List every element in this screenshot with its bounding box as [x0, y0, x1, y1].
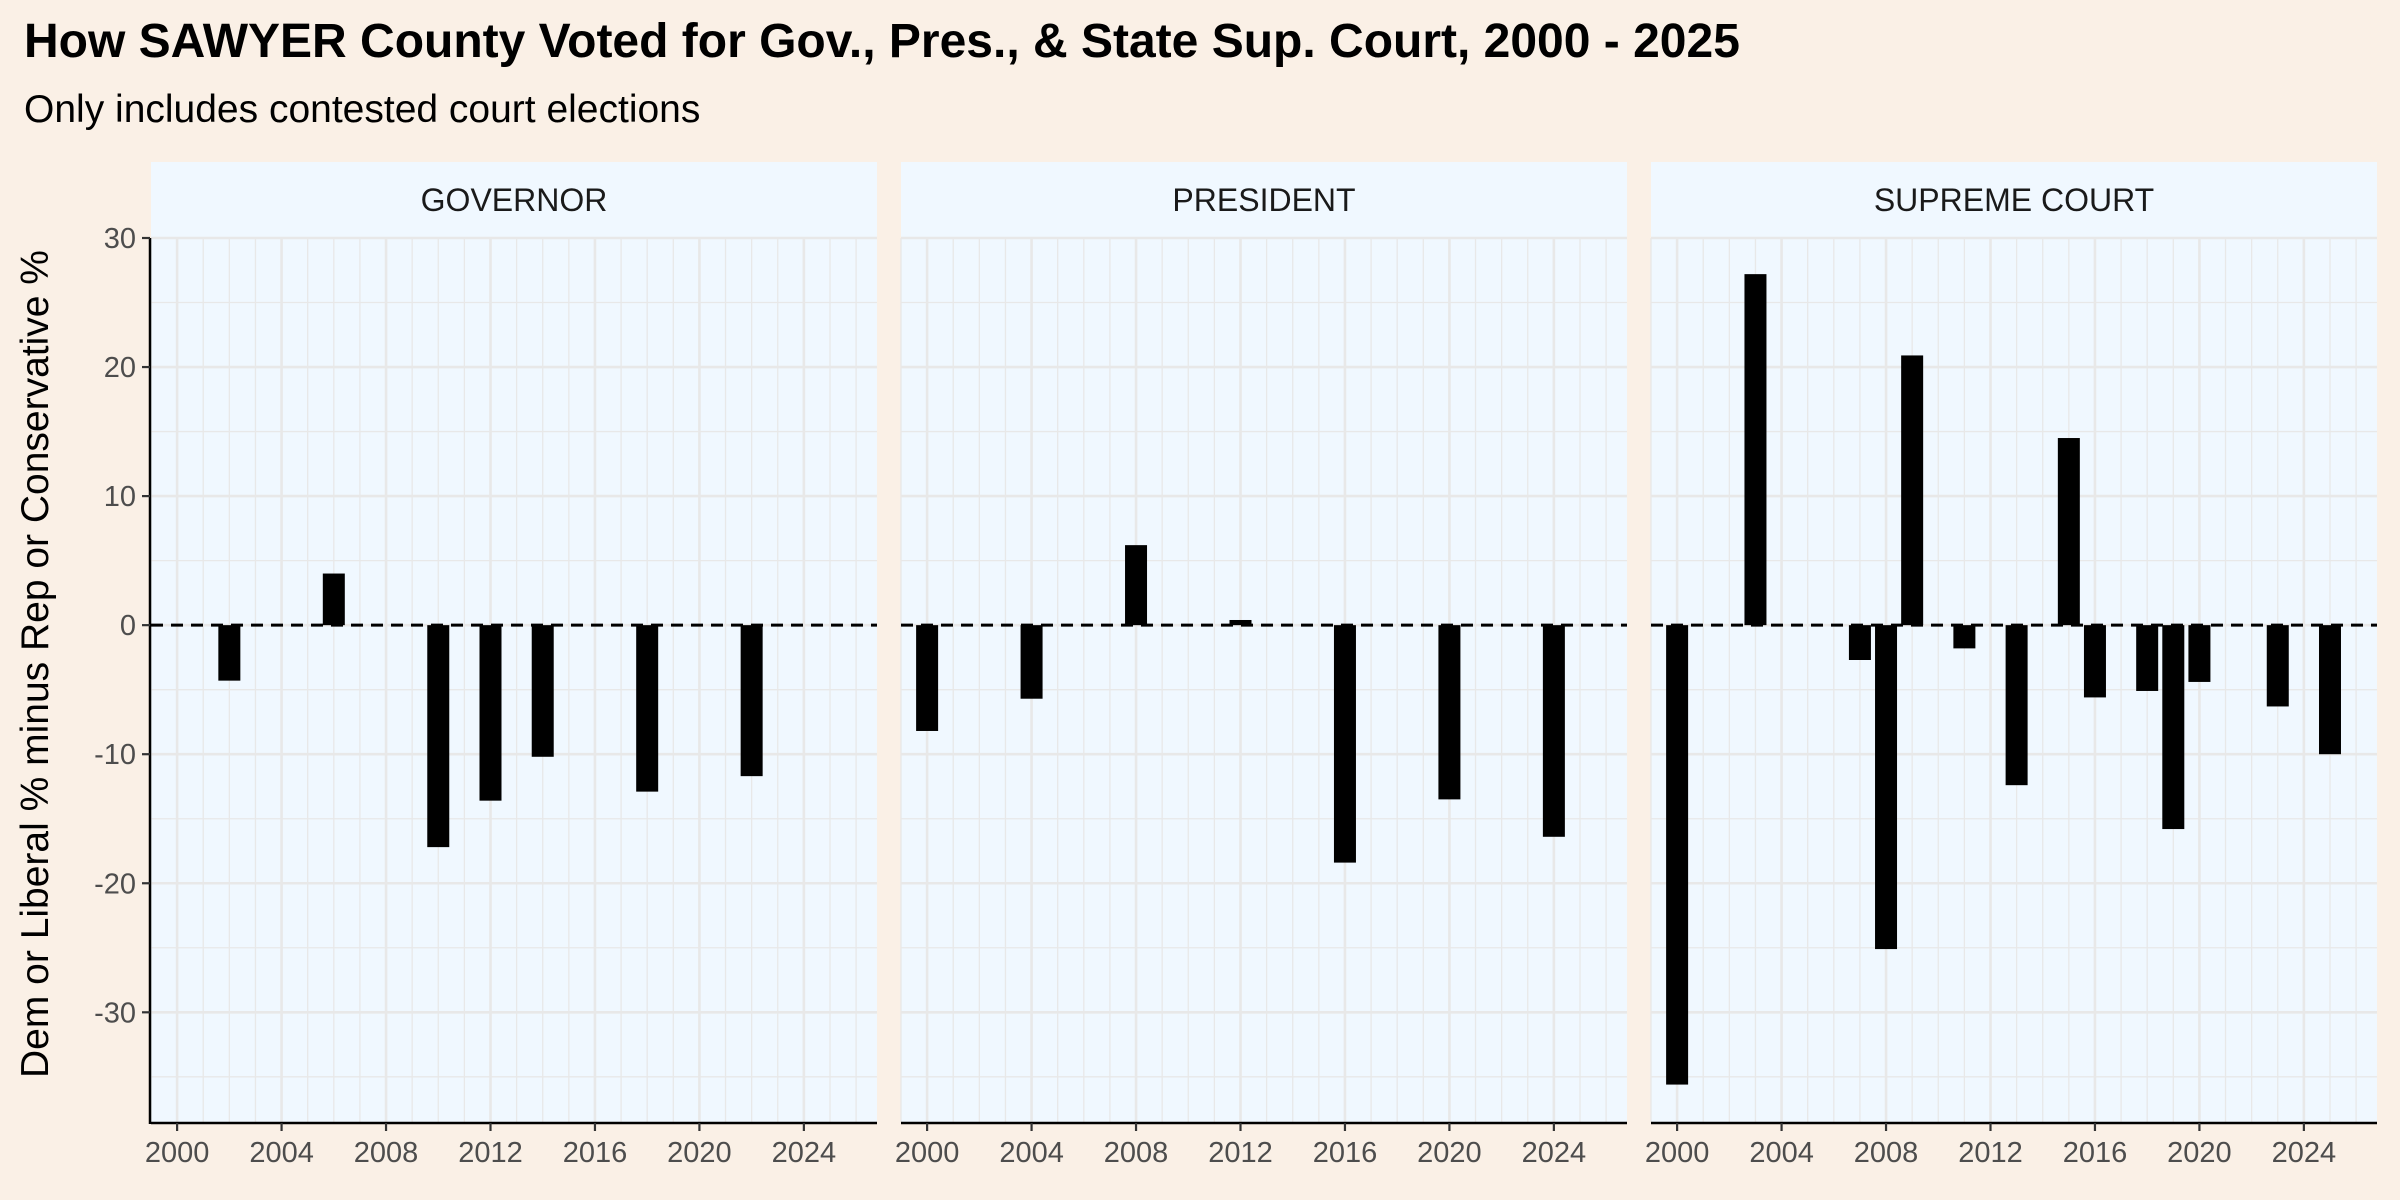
x-tick-label: 2020	[2167, 1137, 2232, 1169]
bar	[1542, 625, 1565, 837]
panel-background	[151, 238, 877, 1122]
x-tick-label: 2016	[2063, 1137, 2128, 1169]
facet-strip	[1651, 162, 2377, 238]
facet-strip-label: PRESIDENT	[1172, 182, 1355, 218]
bar	[1848, 625, 1871, 660]
x-tick-label: 2012	[1958, 1137, 2023, 1169]
x-tick-label: 2012	[458, 1137, 523, 1169]
x-tick-label: 2024	[772, 1137, 837, 1169]
bar	[916, 625, 939, 731]
x-tick-label: 2024	[2272, 1137, 2337, 1169]
bar	[322, 573, 345, 626]
bar	[1333, 625, 1356, 863]
y-tick-label: -30	[94, 997, 136, 1029]
bar	[2318, 625, 2341, 755]
bar	[2005, 625, 2028, 786]
bar	[2083, 625, 2106, 698]
x-tick-label: 2008	[1854, 1137, 1919, 1169]
panel-background	[901, 238, 1627, 1122]
x-tick-label: 2004	[999, 1137, 1064, 1169]
x-tick-label: 2008	[1104, 1137, 1169, 1169]
x-tick-label: 2000	[895, 1137, 960, 1169]
facet-strip	[151, 162, 877, 238]
bar	[427, 625, 450, 848]
bar	[2136, 625, 2159, 691]
chart-title: How SAWYER County Voted for Gov., Pres.,…	[24, 15, 1740, 68]
bar	[2188, 625, 2211, 682]
x-tick-label: 2024	[1522, 1137, 1587, 1169]
bar	[2057, 438, 2080, 626]
x-tick-label: 2016	[1313, 1137, 1378, 1169]
bar	[218, 625, 241, 681]
x-tick-label: 2004	[1749, 1137, 1814, 1169]
x-tick-label: 2020	[667, 1137, 732, 1169]
y-tick-label: 0	[120, 610, 136, 642]
y-tick-label: -10	[94, 739, 136, 771]
x-tick-label: 2000	[1645, 1137, 1710, 1169]
x-tick-label: 2016	[563, 1137, 628, 1169]
bar	[1953, 625, 1976, 649]
bar	[1666, 625, 1689, 1085]
x-tick-label: 2020	[1417, 1137, 1482, 1169]
y-tick-label: 10	[104, 481, 136, 513]
bar	[1229, 619, 1252, 626]
bar	[1438, 625, 1461, 800]
facet-strip-label: SUPREME COURT	[1874, 182, 2154, 218]
bar	[1020, 625, 1043, 699]
x-tick-label: 2012	[1208, 1137, 1273, 1169]
x-tick-label: 2000	[145, 1137, 210, 1169]
chart-subtitle: Only includes contested court elections	[24, 88, 701, 131]
bar	[531, 625, 554, 757]
facet-strip	[901, 162, 1627, 238]
bar	[740, 625, 763, 777]
facet-strip-label: GOVERNOR	[421, 182, 608, 218]
y-tick-label: 30	[104, 223, 136, 255]
bar	[1125, 545, 1148, 626]
x-tick-label: 2008	[354, 1137, 419, 1169]
x-tick-label: 2004	[249, 1137, 314, 1169]
bar	[2162, 625, 2185, 830]
bar	[636, 625, 659, 792]
y-tick-label: -20	[94, 868, 136, 900]
bar	[1744, 274, 1767, 626]
y-tick-label: 20	[104, 352, 136, 384]
bar	[2266, 625, 2289, 707]
bar	[479, 625, 502, 801]
bar	[1901, 355, 1924, 626]
bar	[1875, 625, 1898, 950]
